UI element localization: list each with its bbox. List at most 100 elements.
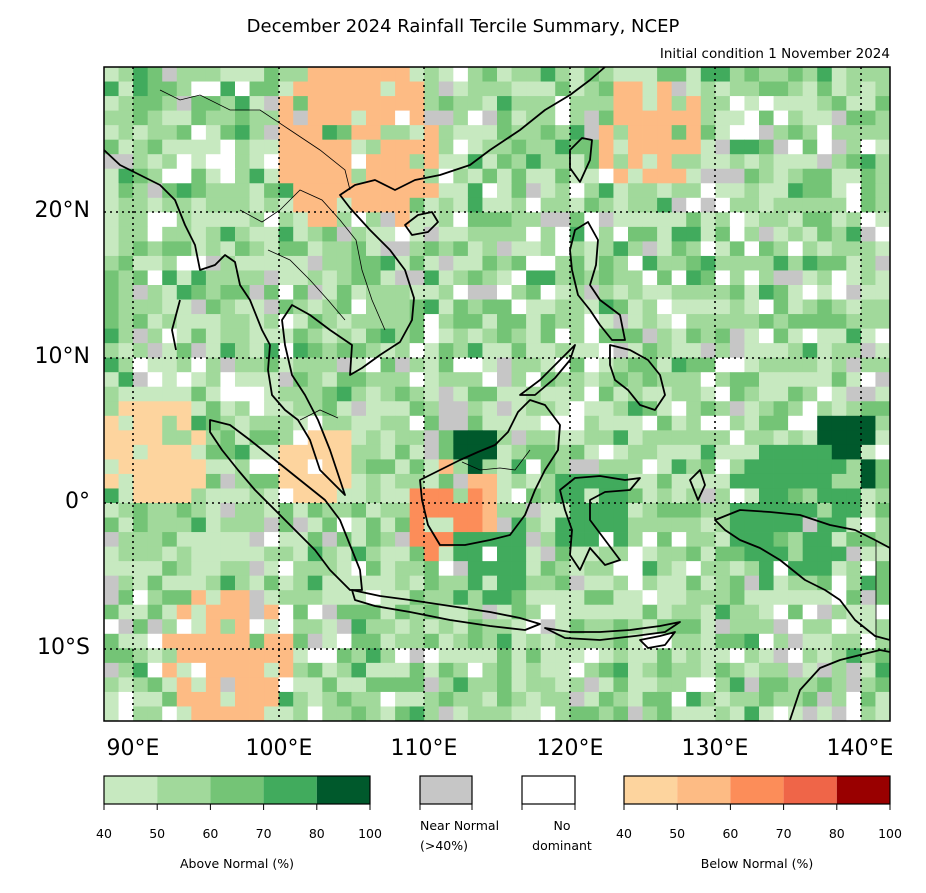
forecast-cell [715, 285, 731, 300]
forecast-cell [831, 154, 847, 170]
forecast-cell [351, 183, 367, 199]
forecast-cell [642, 662, 658, 678]
forecast-cell [162, 415, 178, 431]
forecast-cell [351, 314, 367, 329]
forecast-cell [671, 604, 687, 620]
forecast-cell [613, 575, 629, 591]
forecast-cell [104, 459, 119, 475]
forecast-cell [584, 691, 600, 707]
forecast-cell [613, 270, 629, 286]
forecast-cell [759, 212, 774, 228]
forecast-cell [293, 270, 309, 286]
forecast-cell [540, 517, 556, 533]
forecast-cell [133, 154, 149, 170]
forecast-cell [424, 459, 440, 475]
forecast-cell [205, 662, 221, 678]
forecast-cell [773, 488, 789, 504]
forecast-cell [133, 604, 149, 620]
forecast-cell [264, 517, 280, 533]
forecast-cell [598, 285, 614, 300]
forecast-cell [584, 561, 600, 577]
forecast-cell [366, 459, 381, 475]
forecast-cell [351, 532, 367, 547]
forecast-cell [438, 226, 454, 242]
forecast-cell [744, 386, 760, 402]
forecast-cell [744, 575, 760, 591]
forecast-cell [336, 270, 352, 286]
forecast-cell [453, 590, 469, 606]
forecast-cell [788, 328, 804, 344]
forecast-cell [700, 255, 716, 271]
forecast-cell [802, 197, 818, 213]
lon-label-130e: 130°E [681, 736, 749, 761]
forecast-cell [482, 430, 498, 446]
forecast-cell [628, 691, 643, 707]
forecast-cell [351, 139, 367, 155]
forecast-cell [235, 444, 250, 460]
forecast-cell [249, 67, 265, 82]
forecast-cell [482, 125, 498, 141]
forecast-cell [307, 662, 323, 678]
forecast-cell [817, 197, 833, 213]
forecast-cell [759, 197, 774, 213]
forecast-cell [336, 415, 352, 431]
forecast-cell [540, 633, 556, 649]
forecast-cell [249, 386, 265, 402]
forecast-cell [817, 357, 833, 373]
forecast-cell [715, 226, 731, 242]
forecast-cell [715, 415, 731, 431]
forecast-cell [788, 517, 804, 533]
forecast-cell [205, 546, 221, 562]
forecast-cell [744, 648, 760, 664]
forecast-cell [526, 401, 542, 417]
forecast-cell [264, 488, 280, 504]
forecast-cell [497, 459, 512, 475]
forecast-cell [322, 125, 338, 141]
forecast-cell [264, 503, 280, 518]
forecast-cell [657, 241, 673, 257]
below-normal-colorbar-segment [677, 776, 731, 804]
forecast-cell [729, 328, 745, 344]
forecast-cell [671, 459, 687, 475]
forecast-cell [351, 444, 367, 460]
forecast-cell [511, 532, 527, 547]
forecast-cell [540, 604, 556, 620]
forecast-cell [467, 430, 483, 446]
forecast-cell [598, 372, 614, 388]
forecast-cell [817, 299, 833, 315]
forecast-cell [817, 372, 833, 388]
forecast-cell [642, 168, 658, 184]
forecast-cell [278, 503, 294, 518]
forecast-cell [380, 415, 396, 431]
forecast-cell [205, 328, 221, 344]
forecast-cell [366, 473, 381, 489]
forecast-cell [846, 546, 862, 562]
forecast-cell [802, 401, 818, 417]
forecast-cell [293, 677, 309, 693]
forecast-cell [133, 285, 149, 300]
forecast-cell [366, 488, 381, 504]
forecast-cell [700, 459, 716, 475]
forecast-cell [104, 255, 119, 271]
forecast-cell [205, 473, 221, 489]
forecast-cell [657, 546, 673, 562]
forecast-cell [817, 183, 833, 199]
forecast-cell [176, 633, 192, 649]
forecast-cell [409, 415, 425, 431]
forecast-cell [278, 401, 294, 417]
forecast-cell [249, 532, 265, 547]
forecast-cell [598, 590, 614, 606]
forecast-cell [205, 270, 221, 286]
forecast-cell [351, 241, 367, 257]
forecast-cell [540, 561, 556, 577]
forecast-cell [205, 503, 221, 518]
forecast-cell [555, 575, 571, 591]
forecast-cell [584, 328, 600, 344]
forecast-cell [162, 226, 178, 242]
forecast-cell [307, 561, 323, 577]
forecast-cell [846, 299, 862, 315]
forecast-cell [817, 343, 833, 359]
forecast-cell [220, 197, 236, 213]
forecast-cell [846, 561, 862, 577]
forecast-cell [555, 706, 571, 721]
